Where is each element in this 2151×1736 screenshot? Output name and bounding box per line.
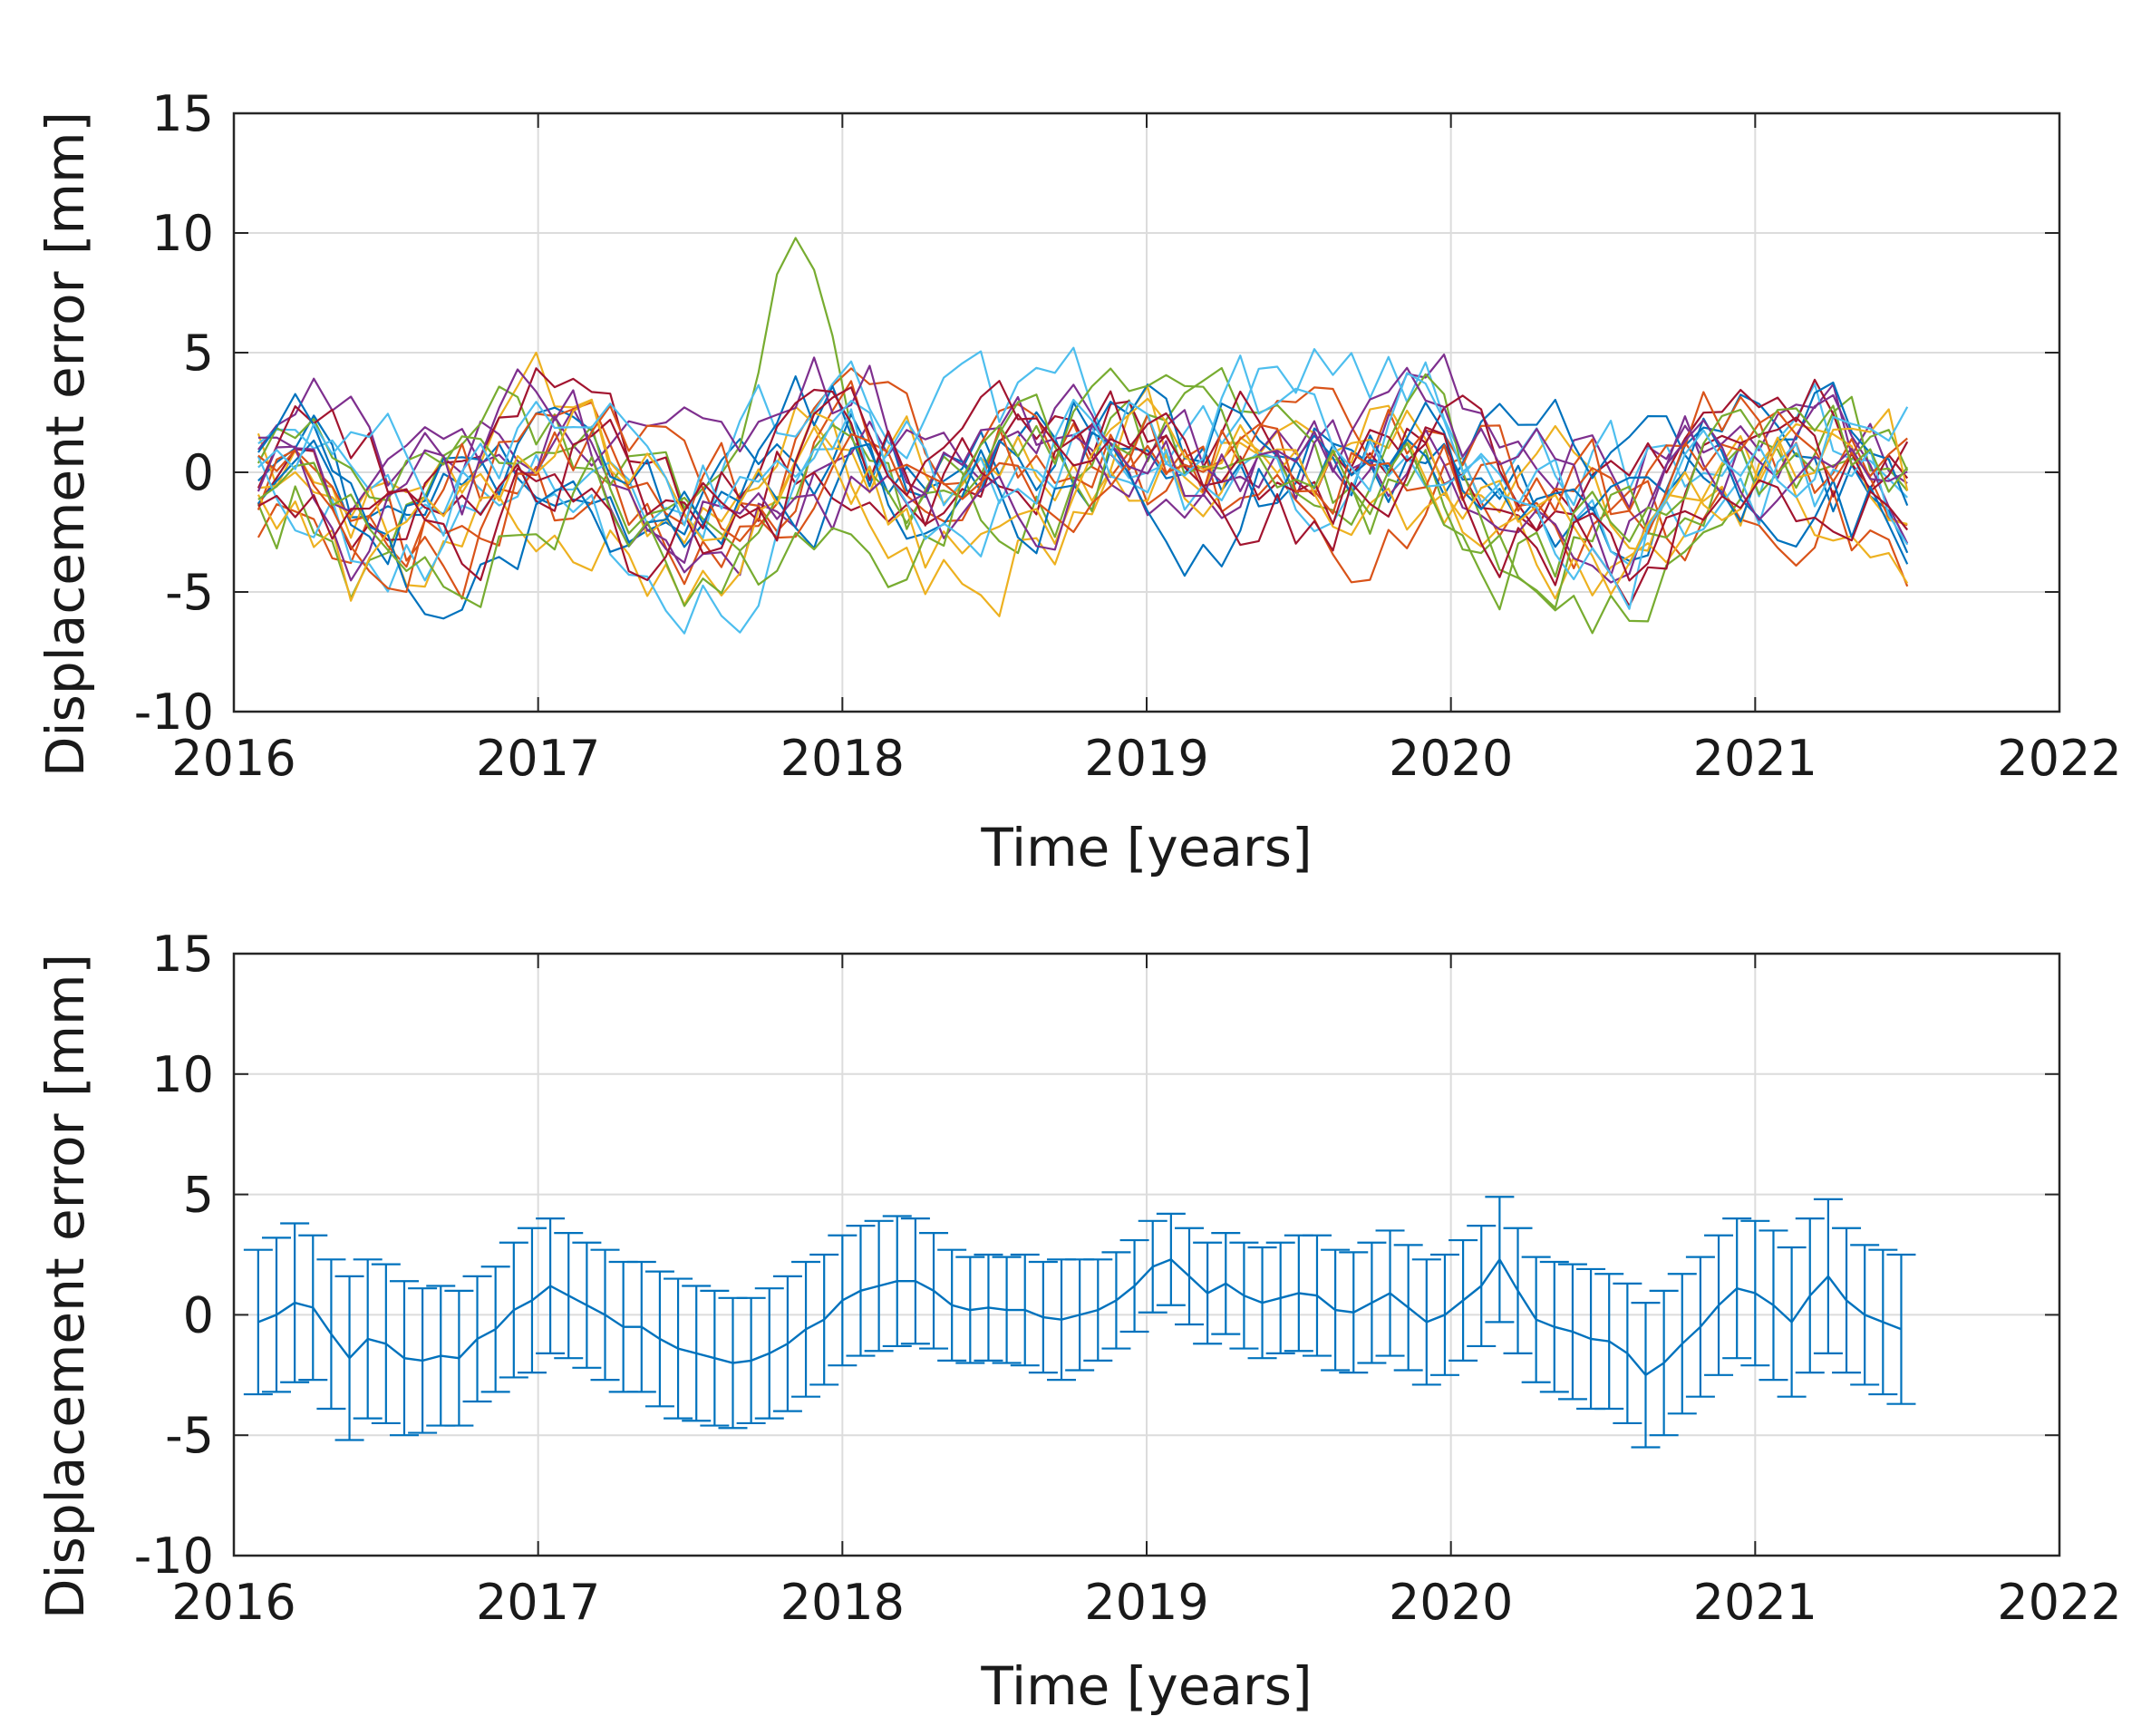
x-tick-label: 2018 — [780, 730, 905, 787]
series-line-11 — [257, 356, 1909, 584]
y-tick-label: 15 — [151, 926, 214, 983]
errorbar-1 — [243, 1248, 273, 1396]
series-line-20 — [257, 354, 1909, 610]
y-tick-label: -10 — [134, 684, 214, 741]
series-line-17 — [257, 397, 1909, 602]
series-line-12 — [257, 373, 1909, 609]
x-tick-label: 2019 — [1084, 730, 1208, 787]
y-tick-label: 5 — [183, 325, 214, 382]
x-tick-label: 2022 — [1997, 730, 2121, 787]
x-tick-label: 2016 — [171, 730, 296, 787]
y-tick-label: 0 — [183, 1286, 214, 1343]
top-panel-line-chart: 2016 2017 2018 2019 2020 2021 2022 -10 -5 0 5 10 15 T… — [34, 85, 2122, 878]
series-line-6 — [257, 346, 1908, 539]
x-axis-label: Time [years] — [980, 817, 1312, 878]
series-line-16 — [257, 404, 1908, 594]
x-tick-label: 2021 — [1693, 730, 1817, 787]
y-tick-label: 0 — [183, 444, 214, 501]
x-tick-label: 2020 — [1389, 730, 1513, 787]
y-tick-label: 10 — [151, 205, 214, 262]
y-axis-label: Displacement error [mm] — [34, 112, 96, 777]
series-group — [257, 237, 1909, 635]
mean-line — [257, 1257, 1902, 1377]
series-line-10 — [257, 409, 1908, 617]
series-line-9 — [257, 380, 1908, 568]
plot-frame — [232, 952, 2061, 1557]
x-tick-label: 2016 — [171, 1574, 296, 1631]
y-tick-label: 5 — [183, 1167, 214, 1224]
series-line-7 — [257, 367, 1909, 555]
x-tick-label: 2020 — [1389, 1574, 1513, 1631]
y-axis-label: Displacement error [mm] — [34, 954, 96, 1619]
x-tick-label: 2021 — [1693, 1574, 1817, 1631]
x-tick-label: 2017 — [476, 730, 600, 787]
x-axis-label: Time [years] — [980, 1655, 1312, 1717]
x-tick-label: 2022 — [1997, 1574, 2121, 1631]
y-tick-label: -5 — [165, 1407, 214, 1464]
plot-frame — [232, 112, 2061, 713]
y-tick-label: 15 — [151, 85, 214, 142]
x-tick-label: 2019 — [1084, 1574, 1208, 1631]
series-line-19 — [257, 367, 1909, 611]
x-tick-label: 2017 — [476, 1574, 600, 1631]
series-line-21 — [257, 380, 1909, 587]
y-tick-label: -10 — [134, 1527, 214, 1585]
y-tick-label: -5 — [165, 564, 214, 621]
bottom-panel-errorbar-chart: 2016 2017 2018 2019 2020 2021 2022 -10 -5 0 5 10 15 T… — [34, 926, 2122, 1717]
x-tick-label: 2018 — [780, 1574, 905, 1631]
y-tick-label: 10 — [151, 1046, 214, 1103]
series-line-18 — [257, 366, 1908, 582]
